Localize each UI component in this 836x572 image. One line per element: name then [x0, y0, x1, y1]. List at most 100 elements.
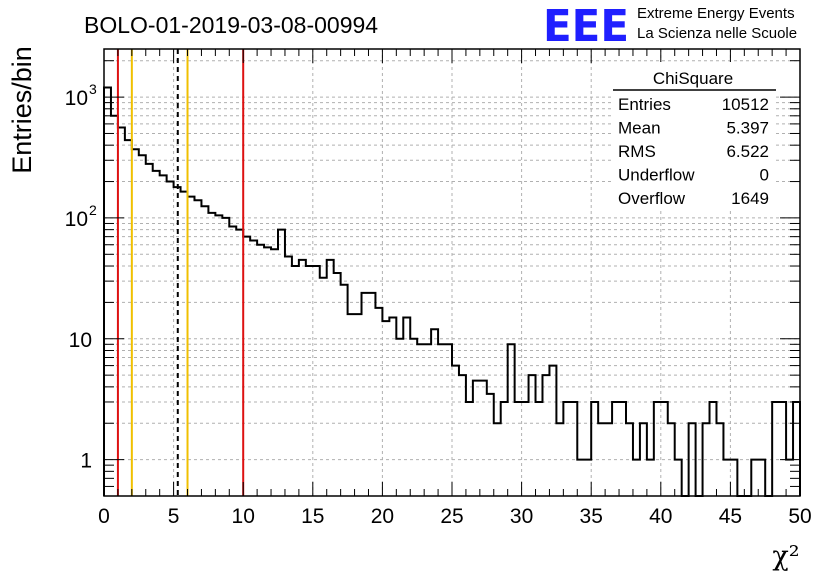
histogram-bin: [556, 423, 563, 496]
x-tick-label: 35: [580, 505, 603, 528]
histogram-bin: [306, 266, 313, 496]
stats-title: ChiSquare: [653, 69, 733, 88]
histogram-bin: [529, 375, 536, 496]
y-axis-label: Entries/bin: [7, 46, 37, 174]
histogram-bin: [111, 116, 118, 496]
org-name-line2: La Scienza nelle Scuole: [637, 25, 797, 42]
histogram-bin: [396, 339, 403, 496]
histogram-bin: [487, 394, 494, 496]
histogram-bin: [215, 215, 222, 496]
histogram-bin: [313, 266, 320, 496]
histogram-bin: [710, 402, 717, 496]
x-tick-label: 10: [232, 505, 255, 528]
histogram: [103, 86, 801, 497]
histogram-bin: [160, 175, 167, 496]
histogram-bin: [278, 230, 285, 496]
x-tick-label: 40: [649, 505, 672, 528]
histogram-bin: [626, 423, 633, 496]
histogram-bin: [612, 402, 619, 496]
histogram-bin: [368, 293, 375, 496]
histogram-bin: [751, 460, 758, 496]
histogram-bin: [375, 308, 382, 496]
x-tick-label: 0: [98, 505, 110, 528]
histogram-bin: [181, 192, 188, 496]
histogram-bin: [647, 460, 654, 496]
x-tick-label: 30: [510, 505, 533, 528]
histogram-bin: [716, 423, 723, 496]
histogram-bin: [382, 321, 389, 496]
stats-value: 0: [760, 166, 769, 185]
y-tick-label: 10: [65, 87, 88, 110]
histogram-bin: [236, 230, 243, 496]
histogram-bin: [410, 339, 417, 496]
histogram-bin: [536, 402, 543, 496]
histogram-bin: [299, 260, 306, 496]
stats-value: 5.397: [726, 119, 769, 138]
histogram-bin: [250, 241, 257, 496]
histogram-bin: [438, 344, 445, 496]
stats-label: Mean: [618, 119, 661, 138]
histogram-bin: [779, 402, 786, 496]
histogram-bin: [362, 293, 369, 496]
histogram-bin: [417, 344, 424, 496]
histogram-bin: [403, 317, 410, 496]
y-tick-exponent: 2: [89, 202, 97, 218]
histogram-bin: [723, 460, 730, 496]
histogram-bin: [201, 206, 208, 496]
histogram-bin: [661, 402, 668, 496]
histogram-bin: [542, 375, 549, 496]
histogram-bin: [139, 155, 146, 496]
y-tick-label: 10: [65, 208, 88, 231]
histogram-bin: [334, 273, 341, 496]
histogram-bin: [494, 423, 501, 496]
histogram-bin: [654, 402, 661, 496]
histogram-bin: [473, 381, 480, 496]
histogram-bin: [320, 278, 327, 496]
stats-value: 1649: [731, 189, 769, 208]
histogram-bin: [605, 423, 612, 496]
histogram-bin: [132, 149, 139, 496]
stats-label: RMS: [618, 142, 656, 161]
histogram-bin: [194, 200, 201, 496]
histogram-bin: [501, 402, 508, 496]
histogram-bin: [389, 317, 396, 496]
histogram-bin: [146, 164, 153, 496]
stats-value: 10512: [722, 95, 769, 114]
histogram-bin: [508, 344, 515, 496]
histogram-bin: [292, 266, 299, 496]
stats-label: Underflow: [618, 166, 695, 185]
stats-label: Entries: [618, 95, 671, 114]
histogram-bin: [445, 344, 452, 496]
histogram-bin: [459, 375, 466, 496]
histogram-bin: [515, 402, 522, 496]
histogram-bin: [153, 171, 160, 496]
y-tick-label: 1: [80, 450, 92, 473]
histogram-bin: [341, 285, 348, 496]
histogram-bin: [355, 314, 362, 496]
histogram-bin: [640, 423, 647, 496]
histogram-bin: [466, 402, 473, 496]
histogram-bin: [264, 247, 271, 496]
histogram-bin: [703, 423, 710, 496]
histogram-bin: [118, 128, 125, 496]
x-axis-label: χ²: [772, 541, 799, 572]
stats-value: 6.522: [726, 142, 769, 161]
run-title: BOLO-01-2019-03-08-00994: [84, 12, 378, 38]
histogram-bin: [591, 402, 598, 496]
x-tick-label: 25: [440, 505, 463, 528]
stats-box-background: [611, 62, 776, 211]
histogram-bin: [584, 460, 591, 496]
histogram-bin: [452, 366, 459, 496]
histogram-bin: [480, 381, 487, 496]
eee-logo: EEE: [543, 1, 629, 52]
histogram-bin: [570, 402, 577, 496]
histogram-bin: [675, 460, 682, 496]
histogram-bin: [689, 423, 696, 496]
histogram-bin: [167, 182, 174, 496]
histogram-bin: [257, 245, 264, 496]
stats-label: Overflow: [618, 189, 686, 208]
histogram-bin: [668, 423, 675, 496]
histogram-bin: [633, 460, 640, 496]
